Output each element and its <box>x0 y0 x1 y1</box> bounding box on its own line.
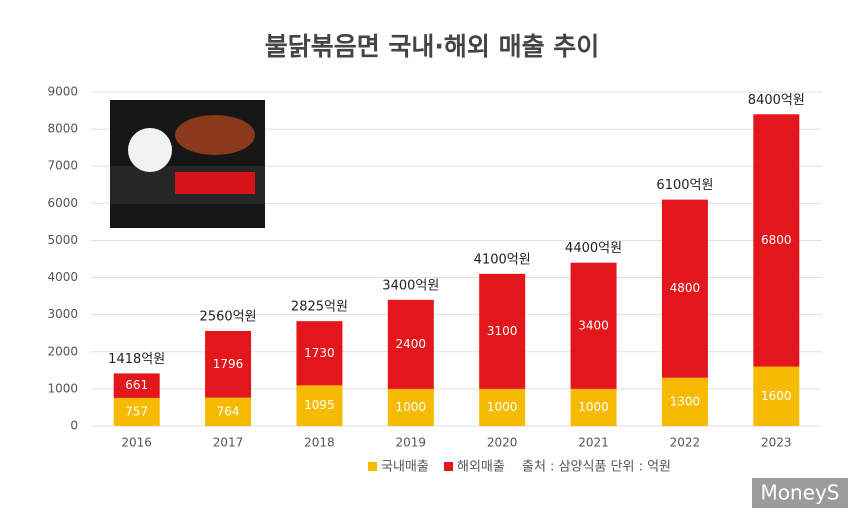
total-label: 6100억원 <box>656 178 713 193</box>
bar-segment <box>205 397 252 426</box>
data-label: 4800 <box>670 281 701 295</box>
bar-segment <box>296 321 343 386</box>
total-label: 8400억원 <box>748 93 805 108</box>
data-label: 1300 <box>670 394 701 408</box>
data-label: 1730 <box>304 346 335 360</box>
bar-segment <box>205 330 252 398</box>
bar-segment <box>113 397 160 426</box>
data-label: 6800 <box>761 233 792 247</box>
data-label: 1600 <box>761 389 792 403</box>
y-tick-label: 5000 <box>47 233 78 247</box>
data-label: 1000 <box>396 400 427 414</box>
bar-segment <box>479 273 526 389</box>
legend-label: 해외매출 <box>457 460 505 475</box>
x-tick-label: 2023 <box>761 436 792 450</box>
watermark-bg <box>752 478 848 508</box>
bar-segment <box>296 385 343 426</box>
product-image <box>110 100 265 228</box>
legend-swatch <box>368 462 377 471</box>
x-tick-label: 2018 <box>304 436 335 450</box>
bar-segment <box>570 262 617 389</box>
total-label: 4400억원 <box>565 241 622 256</box>
y-tick-label: 1000 <box>47 381 78 395</box>
x-tick-label: 2016 <box>121 436 152 450</box>
x-tick-label: 2020 <box>487 436 518 450</box>
data-label: 661 <box>125 378 148 392</box>
legend-label: 국내매출 <box>381 460 429 475</box>
x-tick-label: 2021 <box>578 436 609 450</box>
bar-segment <box>661 377 708 426</box>
y-tick-label: 3000 <box>47 307 78 321</box>
y-tick-label: 7000 <box>47 159 78 173</box>
total-label: 1418억원 <box>108 352 165 367</box>
x-tick-label: 2019 <box>396 436 427 450</box>
total-label: 3400억원 <box>382 278 439 293</box>
y-tick-label: 8000 <box>47 122 78 136</box>
bar-segment <box>753 366 800 426</box>
bar-segment <box>570 388 617 426</box>
note: 출처 : 삼양식품 단위 : 억원 <box>522 460 671 475</box>
data-label: 1000 <box>487 400 518 414</box>
bar-segment <box>479 388 526 426</box>
bar-segment <box>387 299 434 389</box>
total-label: 2825억원 <box>291 300 348 315</box>
chart-title: 불닭볶음면 국내·해외 매출 추이 <box>265 32 600 61</box>
bar-segment <box>113 373 160 398</box>
data-label: 1095 <box>304 398 335 412</box>
data-label: 764 <box>217 404 240 418</box>
total-label: 4100억원 <box>474 252 531 267</box>
y-tick-label: 4000 <box>47 270 78 284</box>
y-tick-label: 2000 <box>47 344 78 358</box>
watermark: MoneyS <box>760 481 839 505</box>
noodles <box>175 115 255 155</box>
watermark-box: MoneyS <box>752 478 848 508</box>
y-tick-label: 9000 <box>47 85 78 99</box>
logo-shape <box>175 172 255 194</box>
total-label: 2560억원 <box>200 309 257 324</box>
data-label: 1000 <box>578 400 609 414</box>
mascot <box>128 128 172 172</box>
y-tick-label: 6000 <box>47 196 78 210</box>
bar-segment <box>387 388 434 426</box>
x-tick-label: 2017 <box>213 436 244 450</box>
data-label: 1796 <box>213 357 244 371</box>
data-label: 2400 <box>396 337 427 351</box>
bar-segment <box>661 199 708 378</box>
legend-swatch <box>444 462 453 471</box>
data-label: 3400 <box>578 318 609 332</box>
bar-segment <box>753 114 800 367</box>
x-tick-label: 2022 <box>670 436 701 450</box>
data-label: 3100 <box>487 324 518 338</box>
y-tick-label: 0 <box>70 419 78 433</box>
data-label: 757 <box>125 404 148 418</box>
